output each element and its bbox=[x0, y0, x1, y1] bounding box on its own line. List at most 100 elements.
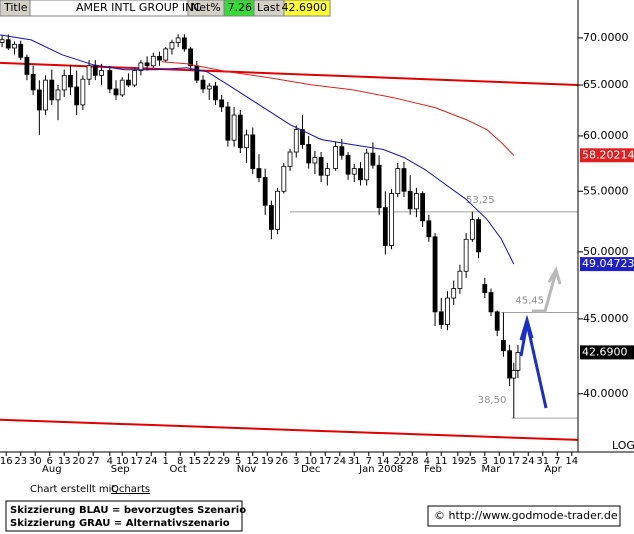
candle-body bbox=[163, 48, 169, 61]
month-label: Nov bbox=[237, 464, 257, 475]
level-label: 38,50 bbox=[478, 395, 507, 406]
candle-body bbox=[364, 152, 370, 181]
x-tick-label: 17 bbox=[507, 456, 520, 467]
y-tick-label: 40.0000 bbox=[583, 387, 629, 400]
x-tick-label: 11 bbox=[435, 456, 448, 467]
price-box-label: 42.6900 bbox=[582, 345, 628, 358]
candle-body bbox=[43, 79, 48, 111]
candle-body bbox=[119, 79, 125, 96]
candle-body bbox=[113, 88, 119, 96]
moving-average bbox=[161, 61, 515, 156]
x-tick-label: 24 bbox=[333, 456, 346, 467]
candle-body bbox=[376, 164, 382, 209]
x-tick-label: 7 bbox=[554, 456, 560, 467]
candle-body bbox=[231, 114, 237, 141]
x-tick-label: 1 bbox=[163, 456, 169, 467]
y-tick-label: 70.0000 bbox=[583, 31, 629, 44]
candle-body bbox=[80, 78, 86, 106]
month-label: Feb bbox=[424, 464, 442, 475]
header-label: Net% bbox=[191, 1, 221, 14]
candle-body bbox=[445, 297, 450, 325]
candle-body bbox=[306, 144, 312, 164]
candle-body bbox=[382, 207, 388, 246]
x-tick-label: 24 bbox=[145, 456, 158, 467]
header-label: Title bbox=[3, 1, 28, 14]
instrument-name: AMER INTL GROUP INC bbox=[76, 1, 201, 14]
candle-body bbox=[18, 43, 24, 58]
candle-body bbox=[49, 79, 55, 101]
y-tick-label: 45.0000 bbox=[583, 312, 629, 325]
candle-body bbox=[200, 79, 206, 90]
candle-body bbox=[457, 270, 463, 289]
candle-body bbox=[501, 340, 506, 352]
candle-body bbox=[262, 177, 268, 206]
candle-body bbox=[339, 146, 345, 156]
x-tick-label: 5 bbox=[235, 456, 241, 467]
copyright-box bbox=[427, 505, 621, 527]
x-tick-label: 6 bbox=[47, 456, 53, 467]
candle-body bbox=[61, 74, 67, 91]
candle-body bbox=[389, 193, 394, 246]
price-box bbox=[580, 148, 634, 163]
month-label: Oct bbox=[170, 464, 187, 475]
net-change: 7.26 bbox=[228, 1, 253, 14]
arrow-head bbox=[547, 266, 562, 285]
candle-body bbox=[219, 99, 225, 108]
y-tick-label: 60.0000 bbox=[583, 129, 629, 142]
x-tick-label: 12 bbox=[246, 456, 259, 467]
candle-body bbox=[237, 114, 243, 149]
x-tick-label: 17 bbox=[319, 456, 332, 467]
candle-body bbox=[268, 204, 274, 230]
candle-body bbox=[138, 62, 144, 71]
x-tick-label: 8 bbox=[177, 456, 183, 467]
legend-text: Skizzierung GRAU = Alternativszenario bbox=[10, 518, 230, 529]
candle-body bbox=[345, 154, 351, 175]
candle-body bbox=[256, 168, 262, 178]
credit-link[interactable]: Qcharts bbox=[111, 484, 150, 495]
x-tick-label: 13 bbox=[58, 456, 71, 467]
candle-body bbox=[432, 236, 438, 313]
header-label: Last bbox=[257, 1, 281, 14]
y-tick-label: 55.0000 bbox=[583, 184, 629, 197]
y-tick-label: 50.0000 bbox=[583, 245, 629, 258]
level-label: 53,25 bbox=[466, 195, 495, 206]
y-tick-label: 65.0000 bbox=[583, 78, 629, 91]
candle-body bbox=[0, 39, 5, 43]
candle-body bbox=[99, 70, 104, 76]
candle-body bbox=[507, 350, 513, 379]
x-tick-label: 24 bbox=[522, 456, 535, 467]
candle-body bbox=[188, 48, 193, 67]
last-price: 42.6900 bbox=[282, 1, 328, 14]
moving-average bbox=[0, 34, 515, 265]
month-label: Aug bbox=[42, 464, 62, 475]
candle-body bbox=[395, 168, 401, 194]
legend-box bbox=[5, 500, 243, 532]
x-tick-label: 29 bbox=[217, 456, 230, 467]
candle-body bbox=[55, 89, 61, 101]
price-box-label: 58.20214 bbox=[582, 148, 634, 161]
candle-body bbox=[401, 168, 407, 192]
candle-body bbox=[488, 292, 494, 313]
candle-body bbox=[351, 168, 357, 175]
candle-body bbox=[5, 39, 11, 49]
candle-body bbox=[482, 284, 488, 293]
candle-body bbox=[169, 42, 175, 50]
month-label: Jan 2008 bbox=[358, 464, 403, 475]
month-label: Mar bbox=[482, 464, 502, 475]
candle-body bbox=[312, 157, 318, 164]
copyright[interactable]: © http://www.godmode-trader.de bbox=[434, 509, 618, 522]
candle-body bbox=[511, 369, 517, 379]
candle-body bbox=[244, 134, 249, 149]
candle-body bbox=[30, 73, 36, 91]
x-tick-label: 3 bbox=[482, 456, 488, 467]
credit: Chart erstellt mit bbox=[30, 484, 115, 495]
scale-label: LOG bbox=[612, 439, 634, 452]
price-box-label: 49.04723 bbox=[582, 257, 634, 270]
candle-body bbox=[126, 79, 131, 86]
candle-body bbox=[86, 65, 92, 80]
price-box bbox=[580, 257, 634, 272]
x-tick-label: 19 bbox=[261, 456, 274, 467]
x-tick-label: 27 bbox=[87, 456, 100, 467]
